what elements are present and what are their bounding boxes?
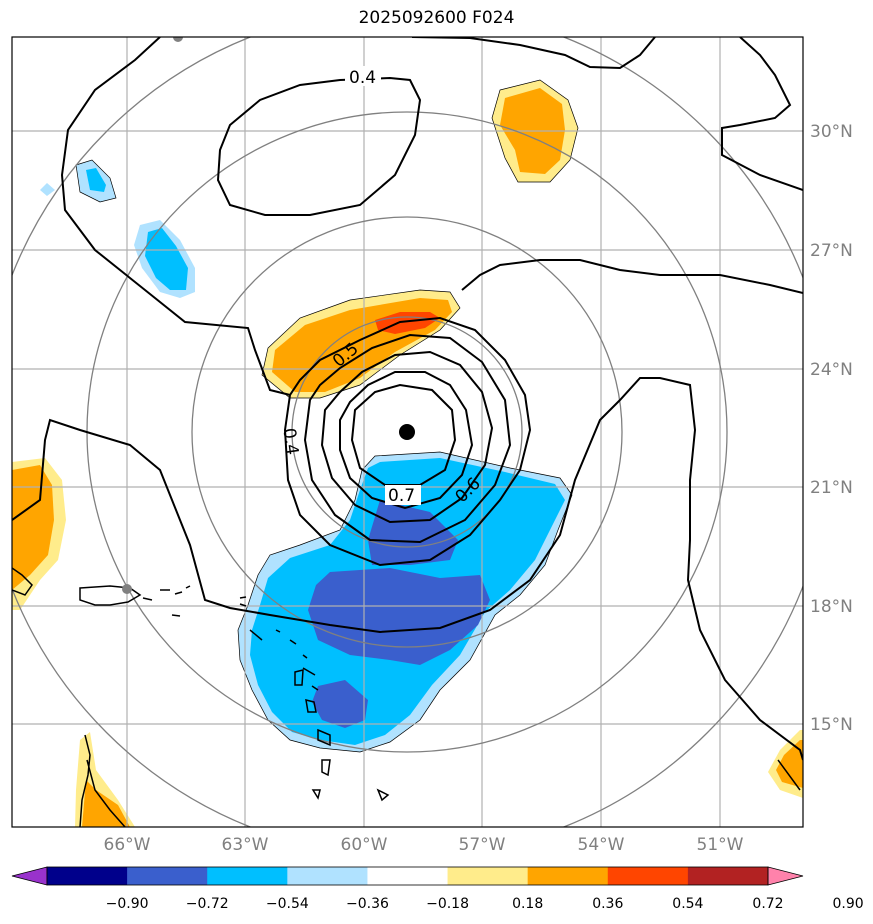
storm-center-dot <box>399 424 415 440</box>
island-puerto-rico <box>79 585 142 606</box>
colorbar-tick-label: −0.54 <box>266 896 309 912</box>
colorbar-tick-label: −0.72 <box>186 896 229 912</box>
colorbar-frame <box>46 866 769 886</box>
colorbar-tick-label: 0.72 <box>752 896 783 912</box>
colorbar-bin <box>447 867 529 885</box>
contour-ring-4 <box>339 371 474 510</box>
colorbar-bin <box>527 867 609 885</box>
map-area: 0.4 0.5 0.4 0.7 0.6 <box>12 37 803 827</box>
contour-ring-3 <box>320 350 494 524</box>
colorbar-tick-label: 0.54 <box>672 896 703 912</box>
colorbar-extend-high <box>767 866 804 886</box>
contour-label-0.4-top: 0.4 <box>349 68 376 88</box>
shade-neg-nw-medium <box>145 228 188 290</box>
lat-label-30N: 30°N <box>810 122 853 142</box>
lat-label-15N: 15°N <box>810 715 853 735</box>
contour-outer-west <box>12 377 803 761</box>
colorbar: −0.90 −0.72 −0.54 −0.36 −0.18 0.18 0.36 0.54 0.7… <box>11 866 864 912</box>
colorbar-bin <box>207 867 288 885</box>
shade-pos-west-orange <box>12 465 54 590</box>
map-frame <box>11 36 804 828</box>
contour-lines <box>12 37 803 761</box>
lon-label-57W: 57°W <box>459 835 506 855</box>
contour-label-0.7: 0.7 <box>388 486 415 506</box>
colorbar-bin <box>367 867 449 885</box>
lon-label-66W: 66°W <box>104 835 151 855</box>
contour-0.4-top-loop <box>216 76 422 216</box>
lat-label-18N: 18°N <box>810 597 853 617</box>
contour-ring-2 <box>303 333 512 544</box>
shade-pos-se-orange <box>776 740 803 788</box>
lat-label-21N: 21°N <box>810 478 853 498</box>
colorbar-tick-label: 0.90 <box>833 896 864 912</box>
shade-neg-tiny <box>40 183 55 196</box>
shade-neg-nnw-medium <box>86 168 106 192</box>
contour-label-0.4-left: 0.4 <box>278 427 302 457</box>
colorbar-tick-label: 0.36 <box>592 896 623 912</box>
lon-label-63W: 63°W <box>222 835 269 855</box>
lat-label-24N: 24°N <box>810 360 853 380</box>
lon-label-51W: 51°W <box>697 835 744 855</box>
shade-neg-dark-3 <box>312 680 368 728</box>
coastlines <box>12 567 801 827</box>
colorbar-tick-label: 0.18 <box>512 896 543 912</box>
island-marker-2 <box>173 37 183 42</box>
lon-label-60W: 60°W <box>341 835 388 855</box>
colorbar-tick-label: −0.18 <box>426 896 469 912</box>
longitude-labels: 66°W 63°W 60°W 57°W 54°W 51°W <box>104 835 744 855</box>
colorbar-tick-labels: −0.90 −0.72 −0.54 −0.36 −0.18 0.18 0.36 0.54 0.7… <box>106 896 864 912</box>
colorbar-bin <box>687 867 769 885</box>
map-title: 2025092600 F024 <box>358 8 515 28</box>
negative-shading <box>40 160 572 752</box>
contour-0.4-ring <box>283 316 532 567</box>
colorbar-extend-low <box>11 866 48 886</box>
colorbar-tick-label: −0.36 <box>346 896 389 912</box>
latitude-labels: 30°N 27°N 24°N 21°N 18°N 15°N <box>810 122 853 735</box>
island-marker-1 <box>122 584 132 594</box>
contour-far-right <box>721 37 803 191</box>
contour-0.7-inner <box>350 383 457 486</box>
contour-top-right <box>411 37 656 70</box>
colorbar-bin <box>287 867 368 885</box>
shade-neg-dark-1 <box>368 500 458 565</box>
contour-east-arc <box>461 259 803 294</box>
contour-0.4-north <box>60 37 291 396</box>
lat-label-27N: 27°N <box>810 241 853 261</box>
colorbar-tick-label: −0.90 <box>106 896 149 912</box>
colorbar-bin <box>127 867 208 885</box>
colorbar-bin <box>607 867 689 885</box>
lon-label-54W: 54°W <box>578 835 625 855</box>
colorbar-bin <box>47 867 128 885</box>
